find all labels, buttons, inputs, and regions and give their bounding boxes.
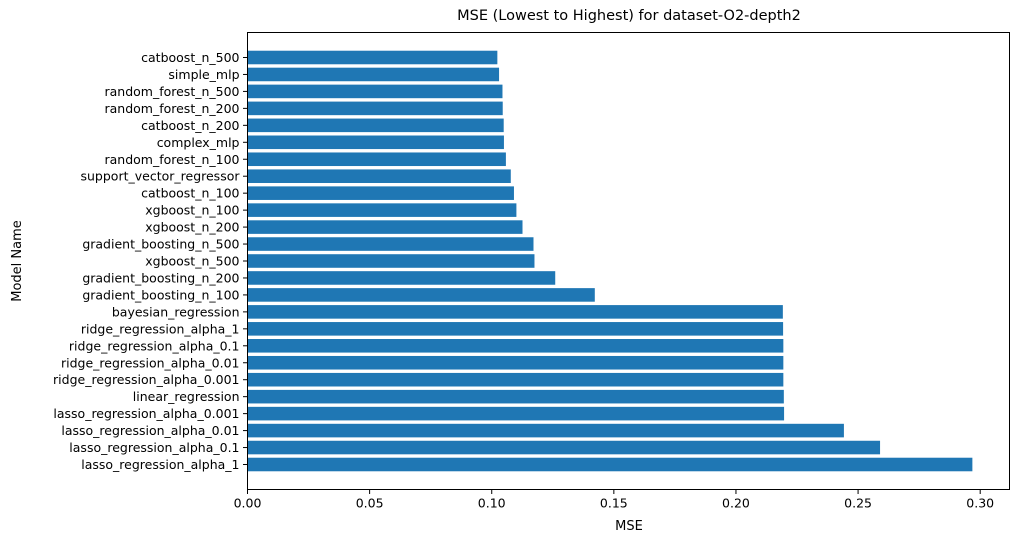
y-tick-label: catboost_n_100 [141, 186, 239, 201]
bar [247, 355, 784, 370]
y-tick-label: xgboost_n_100 [145, 203, 239, 218]
bar [247, 152, 506, 167]
bar [247, 118, 504, 133]
y-tick-label: lasso_regression_alpha_0.01 [61, 423, 239, 438]
bar [247, 288, 595, 302]
bar [247, 339, 784, 353]
bar [247, 101, 503, 116]
bar [247, 389, 784, 404]
bar [247, 186, 514, 200]
bar [247, 50, 498, 65]
x-axis-ticks: 0.00 0.05 0.10 0.15 0.20 0.25 0.30 [234, 489, 994, 511]
bar [247, 84, 503, 99]
bar [247, 406, 785, 421]
y-tick-label: linear_regression [133, 389, 240, 404]
bar [247, 457, 973, 472]
bar [247, 372, 784, 387]
bar [247, 135, 504, 150]
x-tick-label: 0.00 [234, 496, 262, 511]
x-tick-label: 0.30 [966, 496, 994, 511]
bar [247, 67, 500, 82]
y-tick-label: complex_mlp [157, 135, 240, 150]
bar [247, 423, 844, 438]
y-tick-label: catboost_n_200 [141, 118, 239, 133]
y-axis-label: Model Name [10, 220, 25, 302]
y-tick-label: gradient_boosting_n_500 [82, 237, 239, 252]
x-tick-label: 0.05 [356, 496, 384, 511]
x-tick-label: 0.20 [722, 496, 750, 511]
bars-group [247, 50, 973, 472]
y-tick-label: lasso_regression_alpha_0.1 [69, 440, 239, 455]
x-tick-label: 0.15 [600, 496, 628, 511]
y-axis-ticks: catboost_n_500 simple_mlp random_forest_n_… [53, 50, 248, 472]
bar [247, 220, 523, 234]
bar [247, 237, 534, 251]
bar [247, 203, 517, 217]
bar [247, 305, 783, 319]
y-tick-label: catboost_n_500 [141, 50, 239, 65]
chart-title: MSE (Lowest to Highest) for dataset-O2-d… [457, 8, 801, 24]
y-tick-label: xgboost_n_200 [145, 220, 239, 235]
y-tick-label: random_forest_n_200 [104, 101, 239, 116]
y-tick-label: random_forest_n_100 [104, 152, 239, 167]
y-tick-label: support_vector_regressor [81, 169, 241, 184]
bar [247, 271, 556, 285]
plot-frame [247, 32, 1010, 490]
y-tick-label: gradient_boosting_n_200 [82, 270, 239, 285]
bar [247, 169, 511, 183]
y-tick-label: gradient_boosting_n_100 [82, 287, 239, 302]
y-tick-label: simple_mlp [168, 67, 239, 82]
x-axis-label: MSE [615, 519, 643, 534]
y-tick-label: random_forest_n_500 [104, 84, 239, 99]
x-tick-label: 0.10 [478, 496, 506, 511]
y-tick-label: ridge_regression_alpha_1 [81, 321, 240, 336]
y-tick-label: lasso_regression_alpha_0.001 [53, 406, 239, 421]
y-tick-label: lasso_regression_alpha_1 [81, 457, 239, 472]
x-tick-label: 0.25 [844, 496, 872, 511]
y-tick-label: ridge_regression_alpha_0.001 [53, 372, 239, 387]
bar [247, 440, 881, 455]
y-tick-label: ridge_regression_alpha_0.01 [61, 355, 240, 370]
bar [247, 322, 784, 336]
y-tick-label: xgboost_n_500 [145, 254, 239, 269]
y-tick-label: bayesian_regression [112, 304, 240, 319]
y-tick-label: ridge_regression_alpha_0.1 [69, 338, 240, 353]
bar [247, 254, 535, 268]
